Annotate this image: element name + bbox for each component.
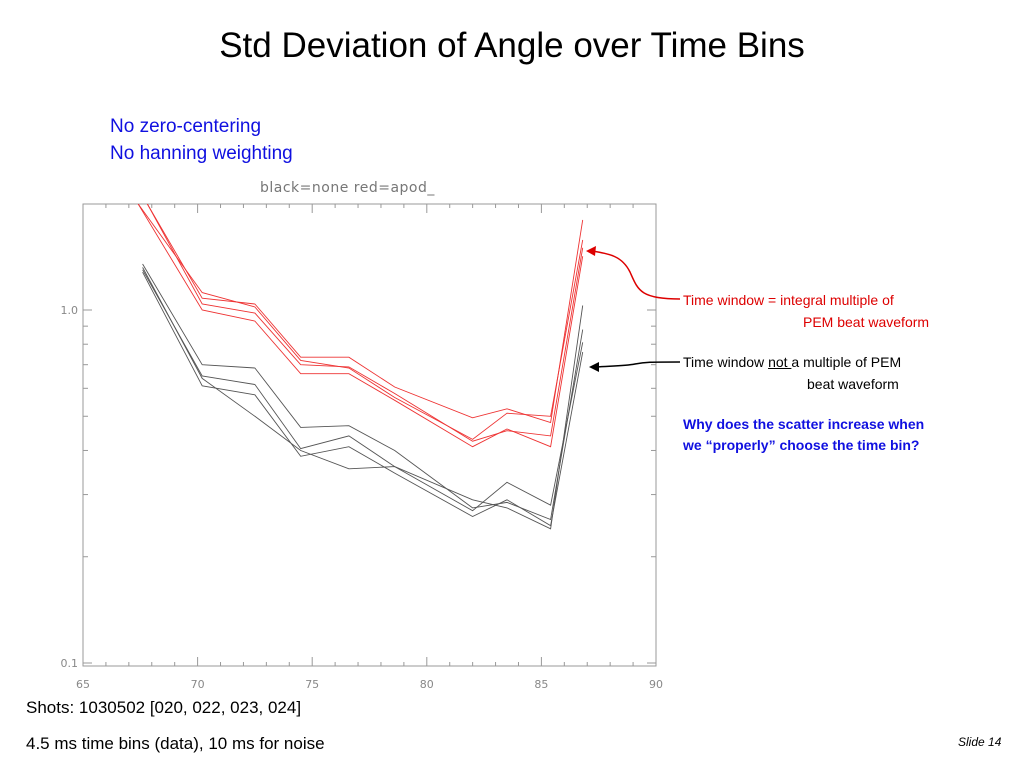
x-tick-label: 65 (76, 678, 90, 691)
y-tick-label: 0.1 (61, 657, 79, 670)
x-tick-label: 75 (305, 678, 319, 691)
annotation-black-post: a multiple of PEM (791, 354, 902, 370)
series-red-2 (146, 204, 584, 442)
black-arrowhead-icon (589, 362, 599, 372)
series-red-4 (137, 204, 584, 440)
y-tick-label: 1.0 (61, 304, 79, 317)
annotation-question-line2: we “properly” choose the time bin? (683, 437, 920, 453)
annotation-black-not: not (768, 354, 792, 370)
x-tick-label: 80 (420, 678, 434, 691)
slide-number: Slide 14 (958, 735, 1002, 749)
slide-title: Std Deviation of Angle over Time Bins (219, 26, 805, 65)
black-annotation-arrow (595, 361, 681, 368)
annotation-question-line1: Why does the scatter increase when (683, 416, 925, 432)
annotation-black-line1: Time window not a multiple of PEM (683, 354, 901, 370)
annotation-black-line2: beat waveform (807, 376, 899, 392)
red-arrowhead-icon (586, 246, 596, 256)
series-black-4 (142, 267, 584, 530)
x-tick-label: 70 (191, 678, 205, 691)
series-red-3 (137, 204, 584, 448)
red-annotation-arrow (591, 250, 681, 300)
footer-time-bins: 4.5 ms time bins (data), 10 ms for noise (26, 734, 325, 753)
note-no-zero-centering: No zero-centering (110, 116, 262, 137)
annotation-red-line1: Time window = integral multiple of (683, 292, 894, 308)
series-black-3 (142, 271, 584, 527)
series-black-2 (142, 269, 584, 512)
plot-frame (82, 203, 657, 667)
series-red-1 (146, 204, 584, 424)
annotation-black-pre: Time window (683, 354, 769, 370)
plot-title: black=none red=apod_ (260, 180, 435, 196)
note-no-hanning-weighting: No hanning weighting (110, 143, 293, 164)
footer-shots: Shots: 1030502 [020, 022, 023, 024] (26, 698, 302, 717)
x-tick-label: 85 (534, 678, 548, 691)
annotation-red-line2: PEM beat waveform (803, 314, 930, 330)
x-tick-label: 90 (649, 678, 663, 691)
series-black-1 (142, 263, 584, 521)
